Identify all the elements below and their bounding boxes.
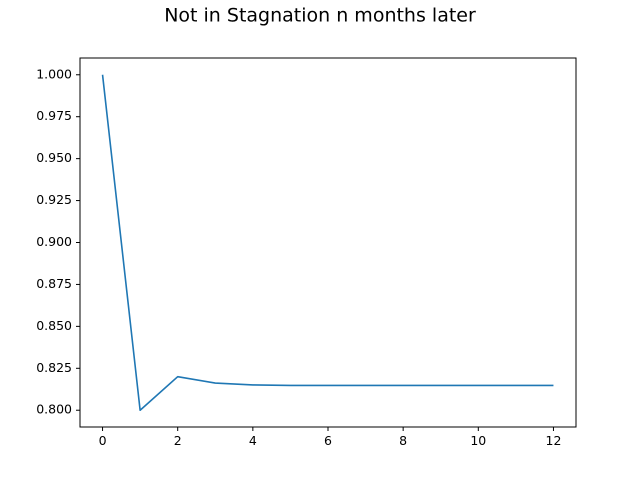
y-tick-label: 0.950 [36,150,72,165]
y-tick-label: 1.000 [36,66,72,81]
y-tick-label: 0.825 [36,360,72,375]
y-tick-label: 0.800 [36,402,72,417]
y-tick-label: 0.850 [36,318,72,333]
y-tick-label: 0.875 [36,276,72,291]
plot-area-frame [79,57,577,428]
y-axis: 0.800 0.825 0.850 0.875 0.900 0.925 0.950 0.975… [36,66,80,417]
x-tick-label: 4 [249,433,257,448]
x-tick-label: 10 [470,433,486,448]
y-tick-label: 0.975 [36,108,72,123]
series-layer [101,74,554,412]
x-tick-label: 0 [99,433,107,448]
y-tick-label: 0.900 [36,234,72,249]
x-tick-label: 12 [546,433,562,448]
x-tick-label: 8 [399,433,407,448]
y-tick-label: 0.925 [36,192,72,207]
x-axis: 0 2 4 6 8 10 12 [99,427,562,448]
x-tick-label: 6 [324,433,332,448]
series-line [101,74,554,412]
chart-title: Not in Stagnation n months later [164,5,476,27]
x-tick-label: 2 [174,433,182,448]
